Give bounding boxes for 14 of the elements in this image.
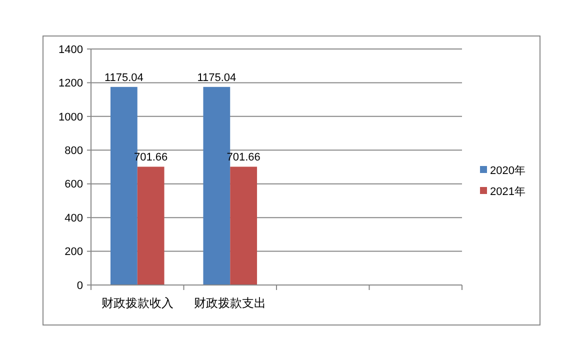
y-tick-label: 200: [64, 246, 83, 258]
y-tick-label: 1200: [58, 78, 83, 90]
x-tick-label: 财政拨款收入: [101, 296, 174, 310]
y-tick-label: 600: [64, 178, 83, 191]
legend-label: 2020年: [490, 164, 526, 177]
y-tick-label: 0: [76, 280, 83, 292]
legend-label: 2021年: [490, 186, 526, 198]
data-label: 1175.04: [104, 72, 144, 84]
y-tick-label: 800: [64, 144, 83, 157]
y-tick-label: 400: [64, 212, 83, 224]
x-tick-label: 财政拨款支出: [194, 296, 266, 310]
y-tick-label: 1000: [58, 111, 83, 124]
data-label: 1175.04: [197, 72, 236, 84]
y-tick-label: 1400: [58, 44, 83, 56]
